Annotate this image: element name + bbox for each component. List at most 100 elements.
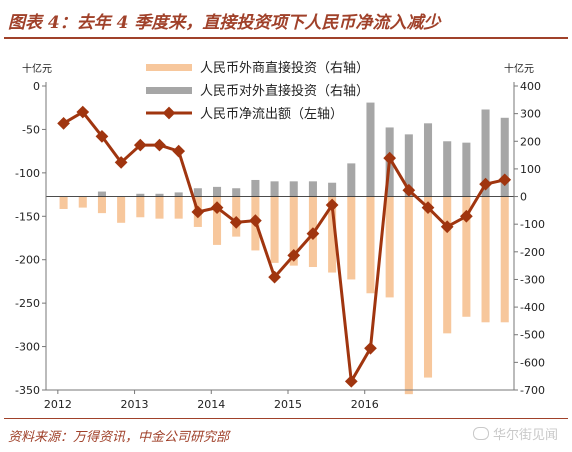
net-outflow-line [62, 110, 506, 387]
net-outflow-marker [57, 116, 70, 130]
right-tick-label: 300 [520, 108, 541, 121]
right-tick-label: -700 [520, 384, 545, 397]
net-outflow-marker [172, 144, 186, 158]
fdi-bar [117, 196, 126, 223]
x-tick-label: 2014 [197, 398, 225, 411]
x-tick-label: 2016 [351, 398, 379, 411]
net-outflow-marker [287, 249, 301, 262]
x-tick-label: 2012 [44, 398, 72, 411]
right-tick-label: -400 [520, 301, 545, 314]
odi-bar [443, 141, 452, 197]
odi-bar [193, 188, 202, 197]
left-tick-label: -350 [15, 384, 40, 397]
net-outflow-marker [229, 216, 243, 229]
net-outflow-markers [57, 105, 512, 388]
odi-bar [500, 117, 509, 197]
net-outflow-marker [268, 270, 281, 284]
left-tick-label: -300 [15, 341, 40, 354]
left-tick-label: -250 [15, 297, 40, 310]
odi-bar [347, 163, 356, 197]
net-outflow-marker [306, 227, 320, 241]
legend-swatch-odi [146, 87, 192, 94]
net-outflow-marker [440, 220, 454, 234]
right-axis: 400 300 200 100 0 -100 -200 -300 -400 -500 -600 -70… [514, 80, 545, 397]
net-outflow-marker [95, 130, 109, 143]
odi-bar [155, 193, 164, 197]
fdi-bar [213, 196, 222, 245]
title-divider [4, 37, 568, 39]
left-axis: 0 -50 -100 -150 -200 -250 -300 -350 [15, 80, 46, 397]
net-outflow-marker [133, 138, 147, 152]
odi-bar [213, 186, 222, 197]
left-tick-label: -50 [22, 123, 40, 136]
right-tick-label: 400 [520, 80, 541, 93]
left-axis-unit: 十亿元 [22, 62, 52, 75]
fdi-bar [423, 196, 433, 378]
footer-divider [4, 418, 568, 419]
odi-bar [308, 181, 317, 197]
left-tick-label: -100 [15, 167, 40, 180]
odi-bar [251, 179, 260, 197]
net-outflow-marker [325, 198, 339, 212]
right-tick-label: -500 [520, 329, 545, 342]
legend-swatch-net-marker [162, 106, 176, 120]
right-axis-unit: 十亿元 [504, 62, 534, 75]
right-tick-label: -300 [520, 273, 545, 286]
fdi-bar [481, 196, 490, 323]
net-outflow-marker [402, 183, 416, 197]
right-tick-label: -200 [520, 246, 545, 259]
fdi-bar [404, 196, 413, 395]
net-outflow-marker [344, 374, 358, 388]
net-outflow-marker [383, 151, 397, 165]
legend: 人民币外商直接投资（右轴） 人民币对外直接投资（右轴） 人民币净流出额（左轴） [146, 60, 369, 122]
net-outflow-marker [479, 177, 492, 191]
odi-bar [404, 134, 413, 197]
odi-bar [97, 191, 106, 197]
odi-bar [423, 123, 433, 197]
fdi-bar [366, 196, 375, 294]
odi-bar [366, 102, 375, 197]
odi-bar [289, 181, 298, 197]
chart-title: 图表 4：去年 4 季度来，直接投资项下人民币净流入减少 [8, 13, 441, 33]
net-outflow-marker [210, 201, 224, 214]
fdi-bar [59, 196, 68, 209]
net-outflow-marker [460, 209, 473, 223]
x-tick-label: 2013 [121, 398, 149, 411]
right-tick-label: 0 [520, 191, 527, 204]
left-tick-label: -200 [15, 254, 40, 267]
x-axis: 2012 2013 2014 2015 2016 [44, 390, 379, 411]
net-outflow-marker [153, 138, 166, 152]
legend-swatch-fdi [146, 64, 192, 71]
fdi-bar [462, 196, 471, 317]
net-outflow-marker [114, 156, 128, 169]
odi-bar [232, 188, 241, 197]
fdi-bar [270, 196, 279, 263]
fdi-bar [289, 196, 298, 266]
legend-label-fdi: 人民币外商直接投资（右轴） [200, 60, 369, 76]
odi-bar [462, 142, 471, 197]
x-tick-label: 2015 [274, 398, 302, 411]
fdi-bar [500, 196, 509, 323]
net-outflow-marker [498, 173, 512, 187]
left-tick-label: -150 [15, 210, 40, 223]
fdi-bar [155, 196, 164, 219]
right-tick-label: 100 [520, 163, 541, 176]
fdi-bar [174, 196, 183, 219]
source-note: 资料来源：万得资讯，中金公司研究部 [8, 430, 230, 445]
fdi-bar [385, 196, 394, 298]
left-tick-label: 0 [33, 80, 40, 93]
right-tick-label: -600 [520, 356, 545, 369]
fdi-bar [347, 196, 356, 280]
odi-bar [270, 181, 279, 197]
chat-bubble-icon [472, 427, 489, 440]
net-outflow-marker [249, 214, 262, 227]
fdi-bar [97, 196, 106, 214]
legend-label-net: 人民币净流出额（左轴） [200, 107, 343, 122]
right-tick-label: 200 [520, 135, 541, 148]
odi-bar [481, 109, 490, 197]
net-outflow-marker [364, 341, 377, 355]
odi-bar [174, 192, 183, 197]
net-outflow-marker [191, 205, 205, 219]
odi-bar [136, 193, 145, 197]
